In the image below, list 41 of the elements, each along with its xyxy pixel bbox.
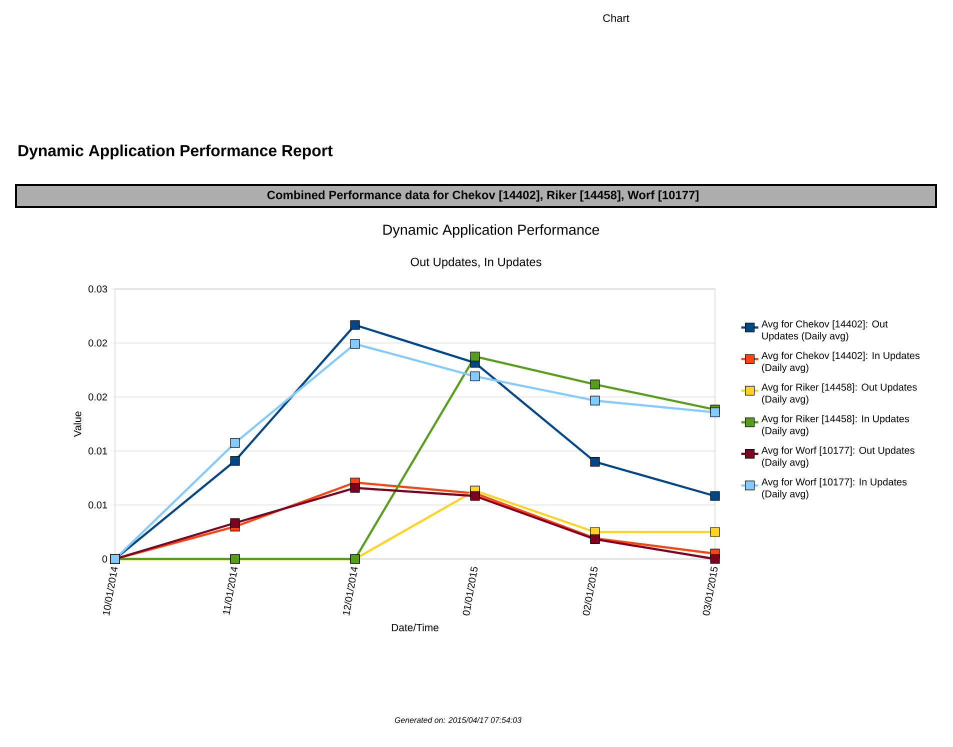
point bbox=[710, 554, 720, 564]
point bbox=[470, 372, 480, 382]
point bbox=[350, 339, 360, 349]
legend-label: Avg for Riker [14458]: In Updates (Daily avg) bbox=[761, 414, 910, 436]
point bbox=[470, 491, 480, 501]
text: Chart bbox=[603, 14, 630, 22]
y-tick-label: 0.02 bbox=[88, 339, 107, 347]
point bbox=[350, 320, 360, 330]
point bbox=[350, 483, 360, 493]
x-tick-label: 11/01/2014 bbox=[223, 566, 238, 615]
x-axis-title: Date/Time bbox=[392, 624, 438, 632]
chart-title: Dynamic Application Performance bbox=[383, 224, 600, 238]
point bbox=[710, 527, 720, 537]
point bbox=[590, 396, 600, 406]
y-tick-label: 0.01 bbox=[88, 501, 108, 509]
y-tick-label: 0.03 bbox=[88, 285, 108, 293]
x-tick-label: 02/01/2015 bbox=[582, 566, 598, 616]
point bbox=[470, 352, 480, 362]
point bbox=[590, 380, 600, 390]
text: Dynamic Application Performance Report bbox=[18, 144, 333, 160]
legend-label: Avg for Worf [10177]: Out Updates (Daily avg) bbox=[761, 446, 914, 468]
legend-label: Avg for Riker [14458]: Out Updates (Daily avg) bbox=[761, 383, 917, 405]
legend-label: Avg for Worf [10177]: In Updates (Daily avg) bbox=[761, 478, 907, 500]
chart-subtitle: Out Updates, In Updates bbox=[410, 257, 542, 269]
legend-label: Avg for Chekov [14402]: Out Updates (Daily avg) bbox=[761, 320, 888, 342]
text: Combined Performance data for Chekov [14402], Riker [14458], Worf [10177] bbox=[267, 190, 698, 202]
y-tick-label: 0.01 bbox=[88, 447, 108, 455]
y-tick-label: 0 bbox=[102, 555, 108, 563]
point bbox=[230, 438, 240, 448]
point bbox=[710, 491, 720, 501]
legend-label: Avg for Chekov [14402]: In Updates (Daily avg) bbox=[761, 352, 920, 374]
point bbox=[230, 456, 240, 466]
x-tick-label: 10/01/2014 bbox=[102, 566, 118, 616]
x-tick-label: 12/01/2014 bbox=[342, 566, 358, 616]
x-tick-label: 03/01/2015 bbox=[702, 566, 718, 616]
x-tick-label: 01/01/2015 bbox=[462, 566, 478, 616]
point bbox=[710, 408, 720, 418]
y-tick-label: 0.02 bbox=[88, 393, 107, 401]
point bbox=[590, 457, 600, 467]
y-axis-title: Value bbox=[74, 411, 82, 437]
point bbox=[230, 518, 240, 528]
